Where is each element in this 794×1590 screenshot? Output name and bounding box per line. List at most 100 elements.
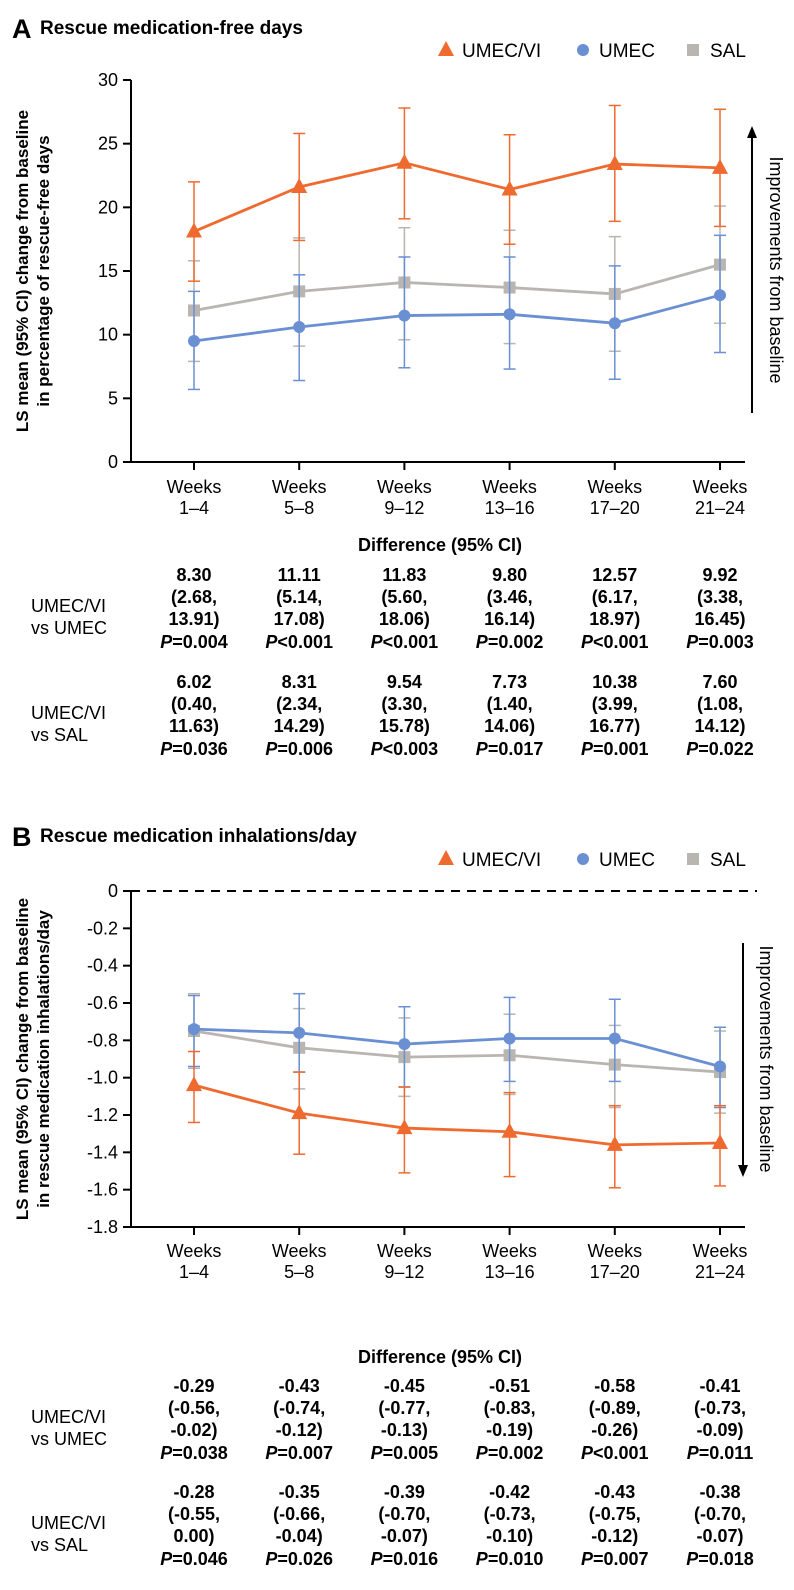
ci-lower: (3.46, xyxy=(487,587,533,607)
y-tick-label: 0 xyxy=(108,881,118,901)
legend-marker-umec xyxy=(577,44,589,56)
difference-estimate: 9.54 xyxy=(387,672,422,692)
ci-upper: -0.19) xyxy=(486,1420,533,1440)
p-value: P=0.022 xyxy=(686,739,754,759)
series-umec-vi xyxy=(186,1050,728,1189)
ci-upper: 18.06) xyxy=(379,609,430,629)
series-sal xyxy=(188,992,726,1114)
arrow-head xyxy=(738,1165,748,1177)
ci-lower: (-0.66, xyxy=(273,1504,325,1524)
data-point xyxy=(188,1023,200,1036)
y-tick-label: -0.4 xyxy=(87,956,118,976)
series-line xyxy=(193,1027,721,1068)
difference-estimate: -0.58 xyxy=(594,1376,635,1396)
y-axis-label: in rescue medication inhalations/day xyxy=(34,910,53,1208)
legend-label: SAL xyxy=(710,850,746,871)
x-tick-label-line2: 1–4 xyxy=(179,498,209,518)
ci-upper: 14.06) xyxy=(484,716,535,736)
x-tick-label-line1: Weeks xyxy=(272,477,327,497)
x-tick-label-line2: 13–16 xyxy=(485,1262,535,1282)
data-point xyxy=(188,335,200,348)
chart-title: Rescue medication-free days xyxy=(40,18,303,39)
panel-a: A Rescue medication-free days UMEC/VI UMEC S… xyxy=(12,14,786,759)
panel-b: B Rescue medication inhalations/day UMEC/V… xyxy=(0,822,794,1590)
y-tick-label: -1.8 xyxy=(87,1217,118,1237)
difference-estimate: -0.43 xyxy=(279,1376,320,1396)
ci-upper: -0.13) xyxy=(381,1420,428,1440)
ci-upper: 16.14) xyxy=(484,609,535,629)
data-point xyxy=(501,180,518,196)
data-point xyxy=(714,289,726,302)
p-value: P=0.006 xyxy=(265,739,333,759)
ci-upper: -0.07) xyxy=(381,1526,428,1546)
ci-lower: (-0.89, xyxy=(589,1398,641,1418)
legend-marker-sal xyxy=(687,44,699,56)
y-tick-label: 20 xyxy=(98,197,118,217)
data-point xyxy=(291,177,308,193)
p-value: P=0.046 xyxy=(160,1549,228,1569)
data-point xyxy=(396,153,413,169)
p-value: P<0.001 xyxy=(581,1443,649,1463)
ci-upper: -0.26) xyxy=(591,1420,638,1440)
legend-label: UMEC/VI xyxy=(462,850,541,871)
p-value: P=0.026 xyxy=(265,1549,333,1569)
y-axis-label: in percentage of rescue-free days xyxy=(34,135,53,406)
ci-lower: (5.60, xyxy=(381,587,427,607)
legend-item-sal: SAL xyxy=(687,41,746,62)
series-umec-vi xyxy=(186,104,728,282)
data-point xyxy=(606,1135,623,1151)
ci-upper: -0.09) xyxy=(696,1420,743,1440)
data-point xyxy=(503,1032,516,1045)
p-value: P=0.007 xyxy=(581,1549,649,1569)
series-line xyxy=(193,1029,721,1074)
data-point xyxy=(398,1038,411,1051)
legend-item-umec-vi: UMEC/VI xyxy=(438,41,541,62)
data-point xyxy=(186,222,202,238)
x-tick-label-line1: Weeks xyxy=(167,1241,222,1261)
ci-upper: 16.77) xyxy=(589,716,640,736)
improvement-note: Improvements from baseline xyxy=(756,945,776,1172)
data-point xyxy=(291,1104,308,1120)
p-value: P=0.002 xyxy=(476,632,544,652)
difference-estimate: -0.51 xyxy=(489,1376,530,1396)
y-tick-label: -0.2 xyxy=(87,918,118,938)
ci-upper: -0.10) xyxy=(486,1526,533,1546)
comparison-label-line1: UMEC/VI xyxy=(31,596,106,616)
panel-letter-b: B xyxy=(12,822,32,852)
x-tick-label-line2: 13–16 xyxy=(485,498,535,518)
ci-lower: (-0.56, xyxy=(168,1398,220,1418)
data-point xyxy=(714,1060,726,1073)
legend-label: UMEC xyxy=(599,41,655,62)
ci-lower: (-0.83, xyxy=(484,1398,536,1418)
x-tick-label-line1: Weeks xyxy=(377,1241,432,1261)
y-tick-label: 10 xyxy=(98,325,118,345)
difference-estimate: 9.80 xyxy=(492,565,527,585)
series-line xyxy=(193,1083,721,1147)
y-tick-label: -1.4 xyxy=(87,1142,118,1162)
ci-lower: (-0.77, xyxy=(378,1398,430,1418)
x-tick-label-line1: Weeks xyxy=(482,477,537,497)
y-axis-label: LS mean (95% CI) change from baseline xyxy=(13,110,32,432)
data-point xyxy=(608,1032,621,1045)
legend-marker-sal xyxy=(687,853,699,865)
panel-letter-a: A xyxy=(12,14,32,44)
y-axis-label: LS mean (95% CI) change from baseline xyxy=(13,898,32,1220)
data-point xyxy=(398,309,411,322)
data-point xyxy=(608,317,621,330)
ci-upper: 13.91) xyxy=(168,609,219,629)
ci-upper: 18.97) xyxy=(589,609,640,629)
y-tick-label: 5 xyxy=(108,388,118,408)
ci-upper: 16.45) xyxy=(694,609,745,629)
y-tick-label: 30 xyxy=(98,70,118,90)
data-point xyxy=(396,1119,413,1135)
ci-lower: (0.40, xyxy=(171,694,217,714)
legend-item-sal: SAL xyxy=(687,850,746,871)
comparison-label-line2: vs SAL xyxy=(31,725,88,745)
difference-estimate: -0.35 xyxy=(279,1482,320,1502)
series-umec xyxy=(188,234,726,391)
y-tick-label: -1.6 xyxy=(87,1180,118,1200)
x-tick-label-line2: 5–8 xyxy=(284,1262,314,1282)
difference-estimate: 6.02 xyxy=(176,672,211,692)
